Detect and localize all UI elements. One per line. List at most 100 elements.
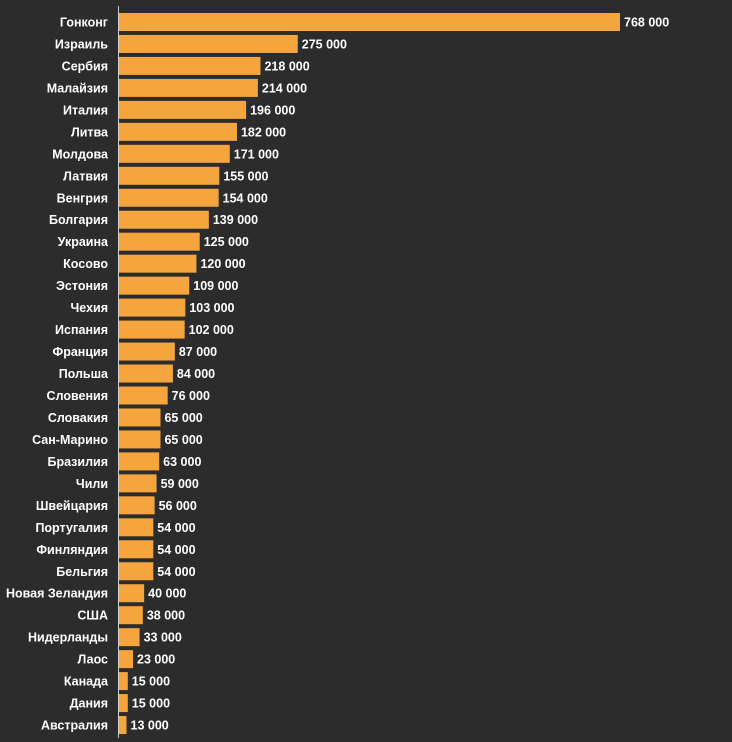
data-label: 59 000 (161, 477, 199, 491)
category-label: Сан-Марино (32, 433, 108, 447)
category-label: Польша (59, 367, 109, 381)
category-label: Нидерланды (28, 631, 108, 645)
bar (118, 78, 258, 97)
data-label: 13 000 (131, 719, 169, 733)
category-label: Сербия (62, 59, 108, 73)
data-label: 196 000 (250, 103, 295, 117)
category-label: Швейцария (36, 499, 108, 513)
bar (118, 584, 145, 603)
category-label: Косово (63, 257, 108, 271)
data-label: 125 000 (204, 235, 249, 249)
bars-group: Гонконг 768 000 Израиль 275 000 Сербия 218 00… (6, 13, 669, 735)
category-label: Австралия (41, 719, 108, 733)
bar (118, 672, 128, 691)
category-label: Словакия (48, 411, 108, 425)
category-label: Финляндия (36, 543, 108, 557)
category-label: Лаос (78, 653, 109, 667)
data-label: 84 000 (177, 367, 215, 381)
category-label: Франция (53, 345, 108, 359)
bar (118, 122, 237, 141)
data-label: 38 000 (147, 609, 185, 623)
bar (118, 254, 197, 273)
category-label: Венгрия (57, 191, 108, 205)
data-label: 63 000 (163, 455, 201, 469)
bar (118, 276, 190, 295)
bar (118, 694, 128, 713)
category-label: Чили (76, 477, 108, 491)
category-label: Литва (71, 125, 109, 139)
bar (118, 474, 157, 493)
data-label: 56 000 (159, 499, 197, 513)
data-label: 76 000 (172, 389, 210, 403)
category-label: США (77, 609, 108, 623)
data-label: 182 000 (241, 125, 286, 139)
data-label: 155 000 (223, 169, 268, 183)
bar (118, 386, 168, 405)
data-label: 218 000 (264, 59, 309, 73)
bar (118, 298, 186, 317)
bar (118, 342, 175, 361)
data-label: 40 000 (148, 587, 186, 601)
bar (118, 540, 154, 559)
data-label: 87 000 (179, 345, 217, 359)
bar (118, 188, 219, 207)
category-label: Малайзия (47, 81, 108, 95)
data-label: 54 000 (157, 543, 195, 557)
data-label: 65 000 (164, 411, 202, 425)
bar (118, 408, 161, 427)
data-label: 23 000 (137, 653, 175, 667)
category-label: Латвия (63, 169, 108, 183)
category-label: Канада (64, 675, 109, 689)
bar (118, 628, 140, 647)
category-label: Бразилия (47, 455, 108, 469)
data-label: 120 000 (200, 257, 245, 271)
bar (118, 210, 209, 229)
category-label: Португалия (35, 521, 108, 535)
bar (118, 100, 247, 119)
bar (118, 320, 185, 339)
bar (118, 716, 127, 735)
bar (118, 232, 200, 251)
data-label: 102 000 (189, 323, 234, 337)
data-label: 15 000 (132, 675, 170, 689)
category-label: Бельгия (56, 565, 108, 579)
category-label: Словения (47, 389, 108, 403)
bar (118, 452, 160, 471)
bar (118, 166, 220, 185)
data-label: 171 000 (234, 147, 279, 161)
category-label: Гонконг (60, 16, 108, 30)
category-label: Новая Зеландия (6, 587, 108, 601)
category-label: Украина (58, 235, 109, 249)
data-label: 154 000 (223, 191, 268, 205)
bar (118, 518, 154, 537)
category-label: Израиль (55, 37, 108, 51)
bar (118, 496, 155, 515)
category-label: Италия (63, 103, 108, 117)
data-label: 275 000 (302, 37, 347, 51)
bar (118, 364, 173, 383)
data-label: 54 000 (157, 565, 195, 579)
category-label: Чехия (71, 301, 109, 315)
data-label: 139 000 (213, 213, 258, 227)
category-label: Эстония (56, 279, 108, 293)
bar (118, 56, 261, 75)
bar (118, 430, 161, 449)
data-label: 109 000 (193, 279, 238, 293)
data-label: 15 000 (132, 697, 170, 711)
bar (118, 144, 230, 163)
bar (118, 650, 134, 669)
data-label: 33 000 (144, 631, 182, 645)
data-label: 54 000 (157, 521, 195, 535)
bar (118, 34, 298, 53)
data-label: 103 000 (189, 301, 234, 315)
category-label: Молдова (52, 147, 109, 161)
bar (118, 562, 154, 581)
category-label: Дания (70, 697, 108, 711)
data-label: 214 000 (262, 81, 307, 95)
data-label: 768 000 (624, 16, 669, 30)
data-label: 65 000 (164, 433, 202, 447)
bar (118, 13, 620, 31)
